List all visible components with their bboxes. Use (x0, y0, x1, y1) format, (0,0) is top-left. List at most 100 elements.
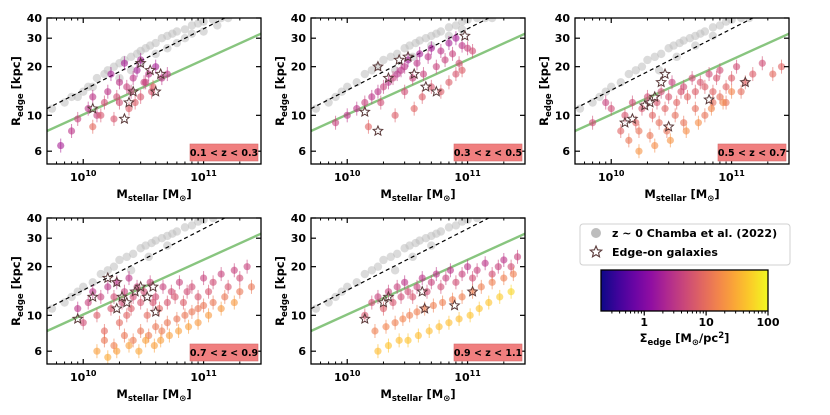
colorbar-tick-label: 1 (640, 316, 648, 329)
data-point (379, 305, 388, 313)
data-point (152, 293, 160, 301)
data-point (452, 278, 460, 286)
y-tick-label: 6 (298, 145, 306, 158)
background-point (324, 98, 333, 107)
data-point (468, 47, 477, 55)
background-point (588, 98, 597, 107)
edge-on-star (419, 80, 432, 92)
background-point (444, 223, 454, 232)
edge-on-star (648, 90, 661, 103)
data-point (749, 70, 757, 78)
data-point (448, 50, 457, 58)
data-point (123, 311, 131, 319)
data-point (379, 83, 388, 91)
background-point (47, 304, 57, 313)
y-tick-label: 10 (291, 309, 307, 322)
data-point (418, 274, 426, 282)
data-point (424, 53, 432, 61)
background-point (343, 82, 352, 92)
background-point (472, 218, 482, 223)
y-tick-label: 40 (27, 212, 43, 225)
edge-on-star (122, 96, 135, 108)
background-point (172, 27, 182, 36)
y-axis-title: Redge [kpc] (9, 56, 26, 126)
legend-label-z0: z ~ 0 Chamba et al. (2022) (612, 227, 777, 240)
background-point (360, 69, 370, 79)
data-point (432, 63, 440, 71)
axes-frame (46, 17, 262, 165)
data-point (194, 293, 202, 301)
background-point (367, 266, 376, 275)
y-tick-label: 10 (27, 309, 43, 322)
background-point (451, 21, 461, 30)
data-point (651, 141, 659, 150)
data-point (393, 283, 401, 291)
edge-on-star (703, 93, 716, 105)
data-point (409, 293, 417, 301)
data-point (418, 93, 426, 101)
data-point (374, 88, 382, 96)
data-point (167, 288, 175, 296)
data-point (230, 298, 238, 307)
axes-frame (310, 217, 526, 365)
data-point (67, 127, 76, 135)
y-tick-label: 30 (291, 232, 307, 245)
edge-on-star (147, 280, 159, 292)
data-point (488, 270, 496, 278)
dashed-line (311, 218, 490, 310)
data-point (442, 274, 450, 282)
data-point (107, 70, 115, 78)
data-point (655, 119, 663, 127)
background-point (656, 49, 666, 59)
data-point (437, 47, 445, 55)
data-point (680, 119, 688, 127)
data-point (716, 93, 724, 101)
data-point (184, 323, 193, 331)
edge-on-star (154, 67, 167, 80)
data-point (409, 74, 417, 82)
y-tick-label: 20 (291, 261, 307, 274)
data-point (150, 341, 158, 350)
data-point (125, 274, 133, 282)
background-point (379, 55, 388, 65)
background-point (60, 298, 69, 307)
data-point (437, 88, 445, 96)
data-point (110, 115, 118, 123)
background-point (172, 38, 182, 48)
green-line (311, 232, 525, 333)
axes-frame (46, 217, 262, 365)
data-point (446, 266, 455, 274)
y-tick-label: 6 (34, 145, 42, 158)
y-tick-label: 40 (27, 12, 43, 25)
data-point (727, 88, 736, 96)
data-point (445, 319, 453, 327)
data-point (628, 98, 637, 107)
data-point (104, 88, 112, 96)
background-point (311, 304, 321, 313)
panel-3: 1010 1011 6 10 20 30 40 Mstellar [M⊙] Redge [kpc… (537, 12, 790, 204)
data-point (401, 63, 409, 71)
background-point (436, 27, 446, 36)
data-point (507, 288, 515, 296)
data-point (377, 98, 385, 107)
data-point (719, 98, 727, 107)
data-point (384, 78, 393, 86)
edge-on-star (393, 53, 406, 66)
background-point (392, 249, 402, 259)
edge-on-star (141, 290, 154, 303)
data-point (588, 119, 597, 127)
background-point (575, 104, 585, 113)
data-point (171, 293, 179, 301)
data-point (727, 74, 736, 82)
data-point (224, 283, 232, 291)
y-tick-label: 6 (562, 145, 570, 158)
data-point (104, 353, 112, 361)
data-point (115, 78, 124, 86)
data-point (488, 278, 496, 286)
background-point (650, 52, 659, 62)
data-point (509, 270, 517, 278)
y-tick-label: 40 (291, 212, 307, 225)
edge-on-star (127, 85, 140, 97)
edge-on-star (149, 85, 162, 97)
background-point (208, 218, 218, 223)
